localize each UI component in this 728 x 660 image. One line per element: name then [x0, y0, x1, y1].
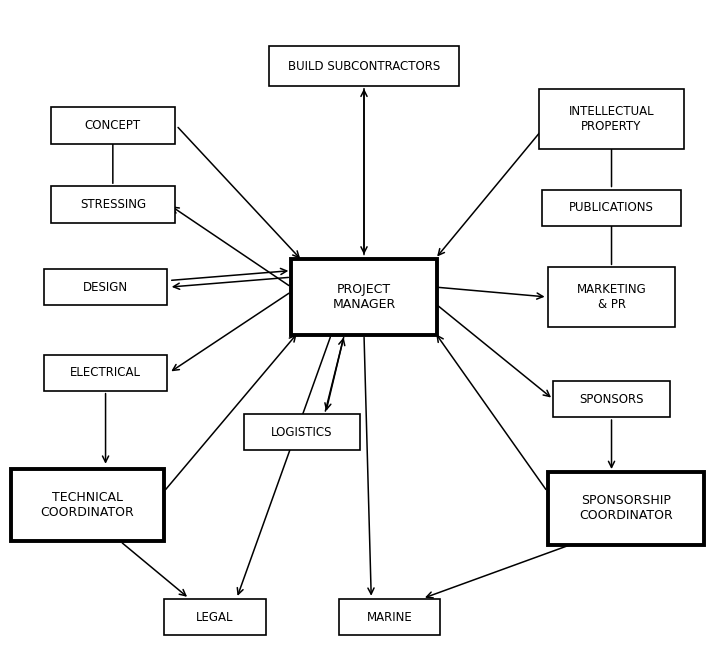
Text: STRESSING: STRESSING — [80, 198, 146, 211]
Text: PROJECT
MANAGER: PROJECT MANAGER — [333, 283, 395, 311]
Text: LOGISTICS: LOGISTICS — [272, 426, 333, 439]
FancyBboxPatch shape — [547, 472, 704, 544]
FancyBboxPatch shape — [339, 599, 440, 635]
Text: DESIGN: DESIGN — [83, 280, 128, 294]
Text: INTELLECTUAL
PROPERTY: INTELLECTUAL PROPERTY — [569, 105, 654, 133]
Text: MARINE: MARINE — [367, 610, 412, 624]
FancyBboxPatch shape — [553, 381, 670, 418]
Text: CONCEPT: CONCEPT — [84, 119, 141, 132]
FancyBboxPatch shape — [244, 414, 360, 451]
FancyBboxPatch shape — [44, 355, 167, 391]
FancyBboxPatch shape — [291, 259, 437, 335]
Text: SPONSORS: SPONSORS — [579, 393, 644, 406]
FancyBboxPatch shape — [539, 89, 684, 148]
Text: BUILD SUBCONTRACTORS: BUILD SUBCONTRACTORS — [288, 59, 440, 73]
FancyBboxPatch shape — [164, 599, 266, 635]
Text: MARKETING
& PR: MARKETING & PR — [577, 283, 646, 311]
Text: ELECTRICAL: ELECTRICAL — [70, 366, 141, 379]
FancyBboxPatch shape — [51, 186, 175, 223]
FancyBboxPatch shape — [547, 267, 676, 327]
FancyBboxPatch shape — [44, 269, 167, 305]
FancyBboxPatch shape — [269, 46, 459, 86]
Text: SPONSORSHIP
COORDINATOR: SPONSORSHIP COORDINATOR — [579, 494, 673, 522]
FancyBboxPatch shape — [11, 469, 164, 541]
Text: TECHNICAL
COORDINATOR: TECHNICAL COORDINATOR — [41, 491, 134, 519]
FancyBboxPatch shape — [51, 107, 175, 143]
Text: PUBLICATIONS: PUBLICATIONS — [569, 201, 654, 214]
FancyBboxPatch shape — [542, 189, 681, 226]
Text: LEGAL: LEGAL — [196, 610, 234, 624]
